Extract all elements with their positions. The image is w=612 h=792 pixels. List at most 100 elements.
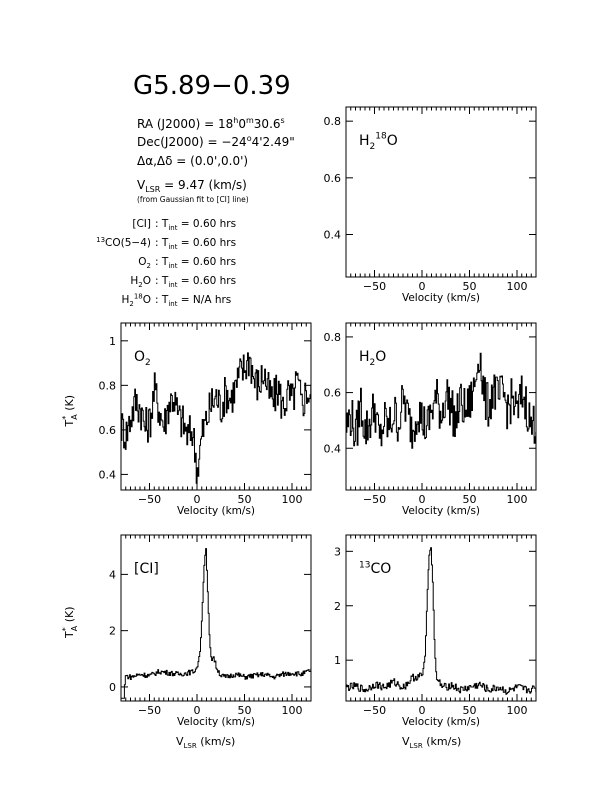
x-tick-label: −50: [363, 280, 386, 293]
tint-label: T: [161, 237, 169, 249]
y-label-t: T: [63, 631, 76, 639]
panel-13co: −50 0 50 100 1 2 3 Velocity (km/s) 13CO: [334, 534, 537, 728]
tint-label: T: [161, 218, 169, 230]
y-tick-label: 0.8: [324, 115, 342, 128]
tint-colon: :: [155, 294, 162, 306]
tint-colon: :: [155, 237, 162, 249]
y-tick-label: 0: [109, 681, 116, 694]
dec-line: Dec(J2000) = −24o4'2.49": [137, 134, 295, 149]
species-part: [CI]: [132, 218, 151, 230]
species-superscript: 13: [96, 236, 105, 244]
x-tick-label: 50: [463, 493, 477, 506]
species-subscript: 2: [370, 142, 376, 152]
species-part: O: [143, 275, 151, 287]
species-subscript: 2: [147, 262, 151, 270]
y-tick-label: 2: [334, 600, 341, 613]
y-tick-label: 4: [109, 568, 116, 581]
species-label: O2: [134, 349, 151, 368]
tint-sub: int: [168, 243, 177, 251]
y-label-unit: (K): [63, 395, 76, 414]
species-part: O: [387, 133, 398, 149]
tint-sub: int: [168, 300, 177, 308]
tint-eq: = 0.60 hrs: [177, 237, 236, 249]
ra-seconds-sup: s: [281, 116, 285, 125]
spectrum-trace: [346, 352, 537, 449]
x-tick-label: 0: [419, 493, 426, 506]
y-tick-label: 0.4: [324, 442, 342, 455]
y-axis-label: T*A (K): [61, 606, 79, 639]
species-subscript: 2: [145, 358, 151, 368]
x-axis-label: Velocity (km/s): [402, 716, 480, 728]
y-tick-label: 1: [334, 654, 341, 667]
vlsr-axis-label-left: VLSR (km/s): [176, 735, 235, 750]
y-tick-label: 0.4: [99, 468, 117, 481]
y-label-sub: A: [70, 414, 79, 420]
tint-value: : Tint = 0.60 hrs: [155, 275, 236, 289]
species-part: O: [143, 294, 151, 306]
species-part: H: [121, 294, 129, 306]
tint-colon: :: [155, 218, 162, 230]
vlsr-axis-label-right: VLSR (km/s): [402, 735, 461, 750]
y-label-unit: (K): [63, 606, 76, 625]
dec-minutes-mark: ': [259, 135, 262, 149]
source-title: G5.89−0.39: [133, 71, 291, 101]
panel-h218o: −50 0 50 100 0.4 0.6 0.8 Velocity (km/s) H218O: [324, 106, 537, 304]
tint-label: T: [161, 275, 169, 287]
dec-seconds: 2.49: [263, 135, 290, 149]
offset-label: Δα,Δδ =: [137, 154, 190, 168]
x-tick-label: 50: [463, 704, 477, 717]
y-label-star: *: [61, 627, 70, 631]
species-part: O: [138, 256, 146, 268]
x-tick-label: 50: [463, 280, 477, 293]
y-tick-label: 0.6: [324, 387, 342, 400]
tint-eq: = 0.60 hrs: [177, 218, 236, 230]
tint-species: H218O: [121, 292, 151, 308]
y-tick-label: 3: [334, 545, 341, 558]
y-tick-label: 0.4: [324, 229, 342, 242]
tint-eq: = N/A hrs: [177, 294, 231, 306]
y-tick-label: 0.6: [324, 172, 342, 185]
vlsr-axis-v: V: [176, 735, 184, 748]
y-label-star: *: [61, 416, 70, 420]
x-tick-label: −50: [138, 493, 161, 506]
y-axis-label: T*A (K): [61, 395, 79, 428]
species-label: H2O: [359, 349, 386, 368]
x-tick-label: 100: [507, 493, 528, 506]
dec-minutes: 4: [252, 135, 260, 149]
vlsr-axis-sub: LSR: [184, 742, 197, 750]
ra-minutes-sup: m: [246, 116, 254, 125]
panel-frame: [120, 322, 312, 491]
y-label-t: T: [63, 420, 76, 428]
x-tick-label: 100: [282, 493, 303, 506]
tint-species: [CI]: [132, 218, 151, 230]
ra-seconds: 30.6: [254, 117, 281, 131]
tint-value: : Tint = 0.60 hrs: [155, 218, 236, 232]
species-subscript: 2: [129, 300, 133, 308]
tint-colon: :: [155, 256, 162, 268]
panel-o2: −50 0 50 100 0.4 0.6 0.8 1 Velocity (km/s) T*A (K…: [61, 322, 312, 517]
x-tick-label: 50: [238, 704, 252, 717]
x-tick-label: 100: [507, 704, 528, 717]
species-label: 13CO: [359, 560, 391, 577]
species-part: CO(5−4): [105, 237, 151, 249]
dec-label: Dec(J2000) =: [137, 135, 221, 149]
ra-hours: 18: [218, 117, 233, 131]
species-part: [CI]: [134, 561, 159, 577]
x-tick-label: 0: [194, 493, 201, 506]
tint-label: T: [161, 294, 169, 306]
ra-hours-sup: h: [233, 116, 238, 125]
spectrum-trace: [121, 352, 312, 484]
x-tick-label: 0: [194, 704, 201, 717]
species-part: O: [134, 349, 145, 365]
x-tick-label: 0: [419, 280, 426, 293]
species-label: [CI]: [134, 561, 159, 577]
tint-label: T: [161, 256, 169, 268]
vlsr-axis-sub: LSR: [410, 742, 423, 750]
panel-frame: [345, 534, 537, 702]
vlsr-note: (from Gaussian fit to [CI] line): [137, 195, 249, 204]
x-axis-label: Velocity (km/s): [177, 505, 255, 517]
x-tick-label: 100: [507, 280, 528, 293]
ra-minutes: 0: [238, 117, 246, 131]
tint-colon: :: [155, 275, 162, 287]
